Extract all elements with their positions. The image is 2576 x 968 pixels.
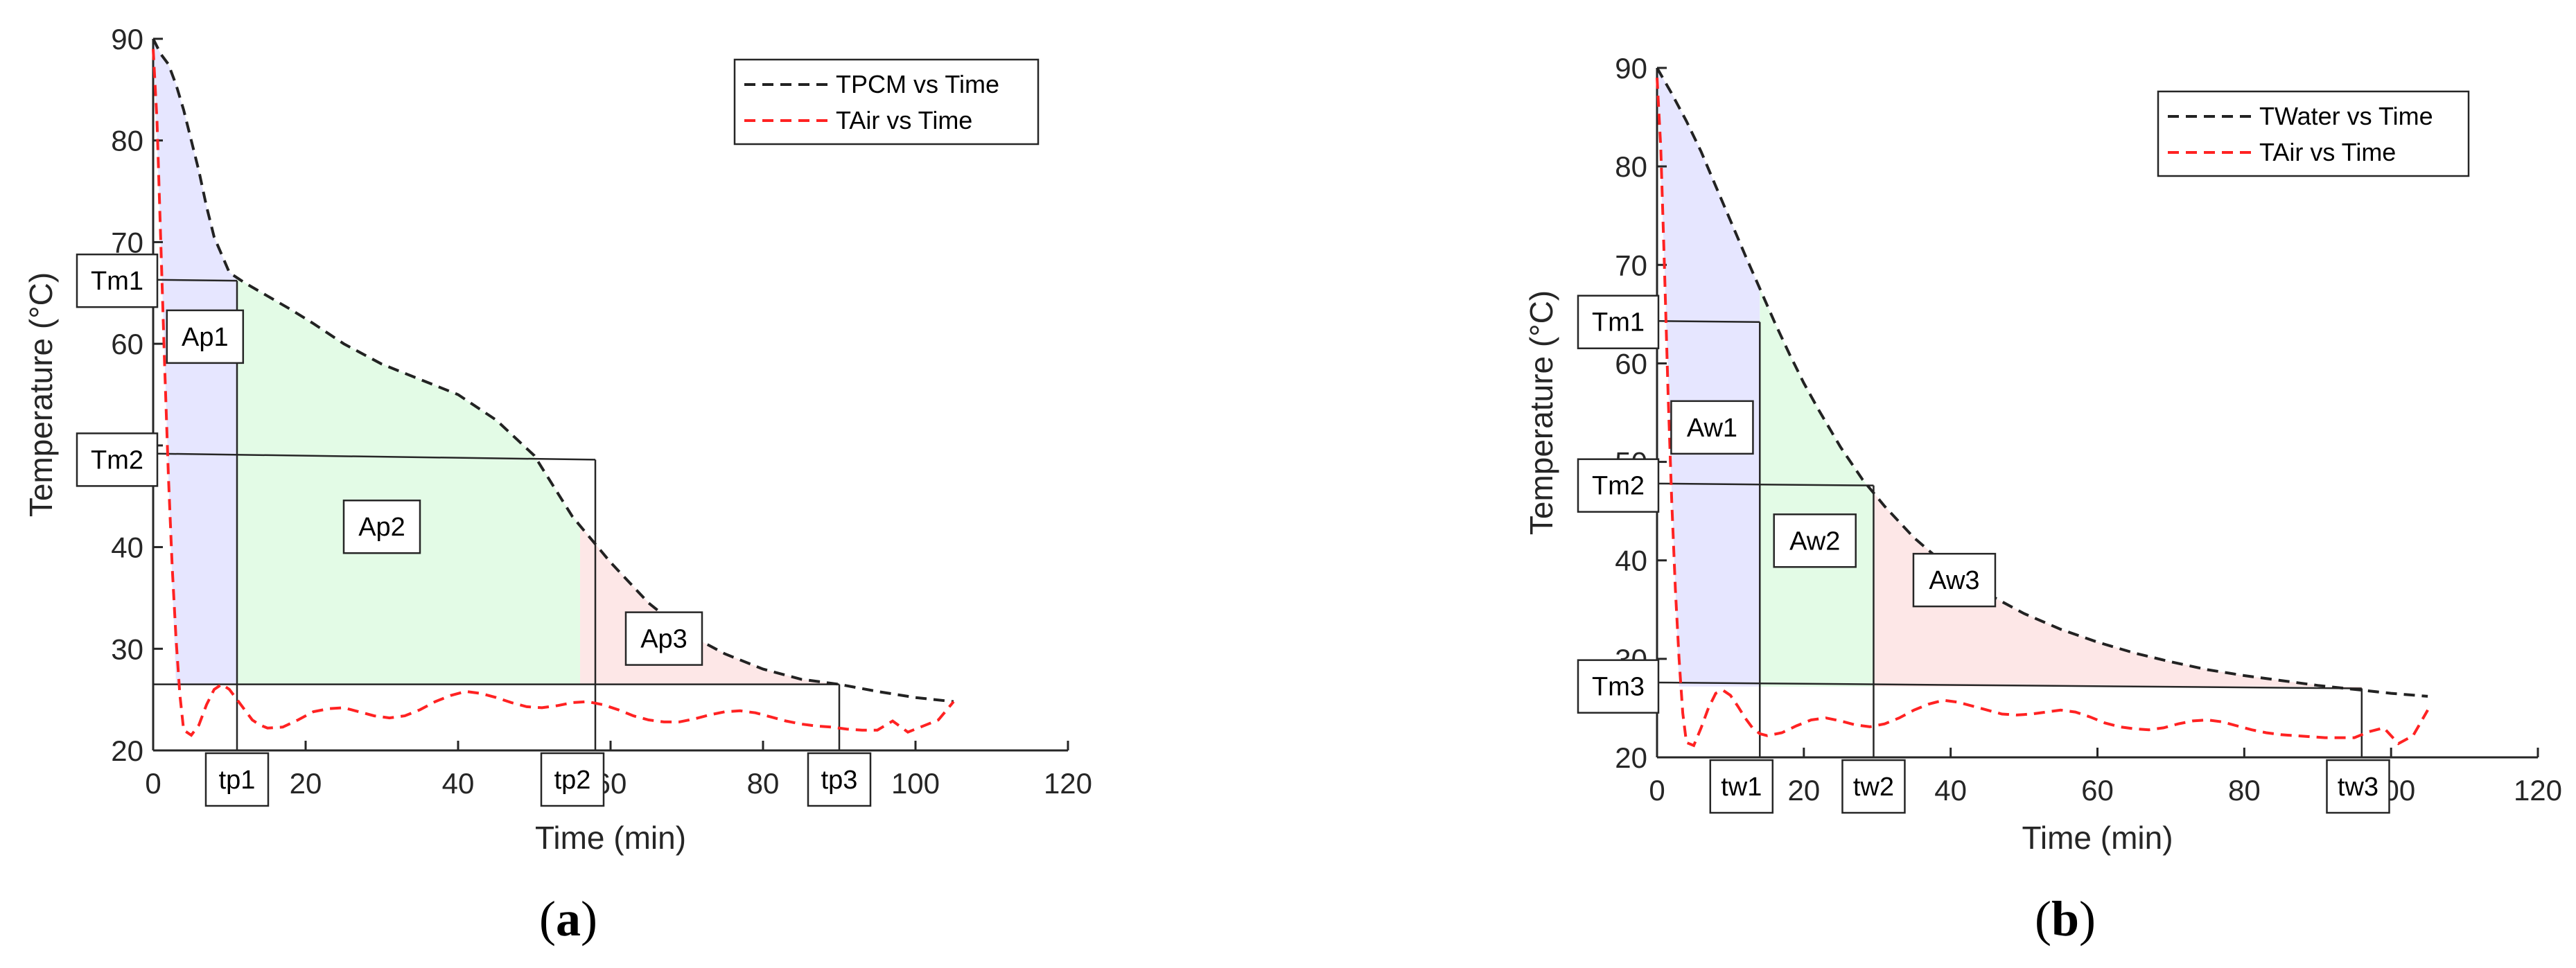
time-label: tw2 <box>1853 773 1894 802</box>
legend-entry: TAir vs Time <box>2259 138 2396 166</box>
temperature-label-box <box>76 253 159 308</box>
guide-line <box>152 452 596 461</box>
x-tick-label: 100 <box>891 767 940 800</box>
area-label-box <box>166 309 245 364</box>
temperature-label-box <box>1577 294 1660 349</box>
y-tick-label: 40 <box>111 531 143 564</box>
x-tick-label: 40 <box>1934 774 1967 807</box>
area-label: Aw3 <box>1929 566 1979 595</box>
guide-line <box>1656 681 2362 689</box>
area-label: Ap3 <box>640 625 687 654</box>
series-line-main <box>152 38 954 703</box>
temperature-label: Tm1 <box>1592 308 1645 337</box>
legend-box <box>2157 90 2470 177</box>
temperature-label: Tm2 <box>91 446 143 475</box>
series-line-air <box>152 49 955 737</box>
x-tick-label: 120 <box>2514 774 2562 807</box>
temperature-label: Tm2 <box>1592 472 1645 501</box>
time-label-box <box>540 752 605 807</box>
y-tick-label: 70 <box>1615 249 1647 281</box>
temperature-label-box <box>1577 659 1660 714</box>
temperature-label-box <box>76 432 159 487</box>
area-label: Ap1 <box>182 323 229 352</box>
time-label-box <box>204 752 270 807</box>
x-tick-label: 40 <box>442 767 475 800</box>
panel-caption-letter: b <box>2051 891 2079 947</box>
y-axis-title: Temperature (°C) <box>1523 290 1559 535</box>
y-axis-title: Temperature (°C) <box>23 272 59 517</box>
time-label-box <box>1841 759 1906 814</box>
x-tick-label: 0 <box>145 767 161 800</box>
series-line-air <box>1656 78 2429 748</box>
guide-line <box>1656 482 1874 486</box>
x-tick-label: 120 <box>1044 767 1092 800</box>
panel-b: 0204060801001202030405060708090Time (min… <box>1523 52 2562 947</box>
legend: TPCM vs Time TAir vs Time <box>733 58 1040 146</box>
region-ap2 <box>237 277 580 685</box>
x-axis-title: Time (min) <box>2022 820 2173 856</box>
time-label: tp2 <box>554 766 591 795</box>
guide-line <box>152 279 238 282</box>
panel-caption: (b) <box>2035 891 2096 947</box>
y-tick-label: 30 <box>111 633 143 665</box>
panel-caption: (a) <box>539 891 597 947</box>
x-tick-label: 20 <box>1787 774 1820 807</box>
y-tick-label: 20 <box>111 734 143 767</box>
area-label-box <box>1912 552 1997 608</box>
time-label: tp1 <box>219 766 256 795</box>
y-tick-label: 80 <box>111 125 143 157</box>
x-tick-label: 20 <box>290 767 322 800</box>
y-tick-label: 90 <box>111 23 143 55</box>
legend-box <box>733 58 1040 146</box>
area-label: Aw2 <box>1789 527 1840 556</box>
y-tick-label: 70 <box>111 226 143 258</box>
temperature-label-box <box>1577 458 1660 513</box>
area-label: Aw1 <box>1687 414 1737 443</box>
x-axis-title: Time (min) <box>535 820 686 856</box>
region-ap3 <box>580 525 839 685</box>
area-label: Ap2 <box>358 513 405 542</box>
area-label-box <box>624 611 703 666</box>
legend-entry: TPCM vs Time <box>836 70 999 98</box>
x-tick-label: 80 <box>747 767 780 800</box>
time-label-box <box>1709 759 1774 814</box>
region-aw1 <box>1657 68 1760 687</box>
y-tick-label: 80 <box>1615 150 1647 183</box>
legend-entry: TWater vs Time <box>2259 102 2433 130</box>
region-aw3 <box>1873 493 2362 691</box>
panel-caption-letter: a <box>556 891 581 947</box>
time-label: tp3 <box>821 766 858 795</box>
x-tick-label: 80 <box>2228 774 2261 807</box>
time-label-box <box>2326 759 2390 814</box>
x-tick-label: 0 <box>1649 774 1665 807</box>
area-label-box <box>1670 400 1754 455</box>
time-label-box <box>807 752 872 807</box>
area-label-box <box>1773 513 1857 568</box>
legend: TWater vs Time TAir vs Time <box>2157 90 2470 177</box>
panel-a: 0204060801001202030405060708090Time (min… <box>23 23 1092 947</box>
guide-line <box>1656 320 1760 323</box>
series-line-main <box>1656 67 2428 698</box>
y-tick-label: 20 <box>1615 741 1647 774</box>
time-label: tw1 <box>1721 773 1762 802</box>
y-tick-label: 60 <box>111 328 143 360</box>
y-tick-label: 60 <box>1615 347 1647 380</box>
x-tick-label: 60 <box>2081 774 2114 807</box>
time-label: tw3 <box>2338 773 2378 802</box>
temperature-label: Tm3 <box>1592 673 1645 702</box>
y-tick-label: 40 <box>1615 545 1647 577</box>
y-tick-label: 90 <box>1615 52 1647 85</box>
area-label-box <box>342 499 421 554</box>
region-aw2 <box>1760 288 1874 687</box>
legend-entry: TAir vs Time <box>836 106 972 134</box>
temperature-label: Tm1 <box>91 267 143 296</box>
